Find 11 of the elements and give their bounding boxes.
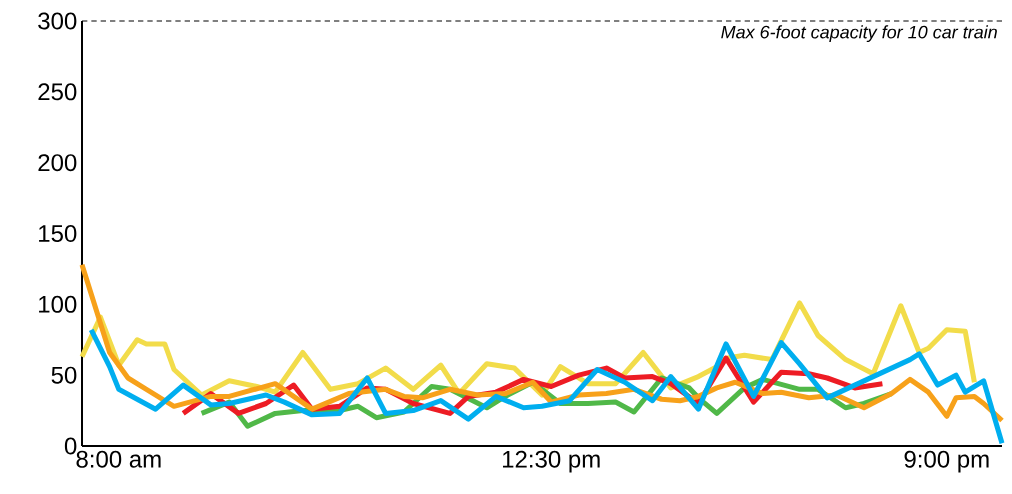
- y-tick-label: 300: [38, 12, 77, 30]
- y-tick-label: 0: [64, 437, 77, 455]
- x-tick-label: 9:00 pm: [904, 450, 989, 473]
- y-tick-label: 100: [39, 295, 77, 313]
- y-tick-label: 250: [38, 83, 77, 101]
- y-tick-label: 150: [39, 224, 77, 242]
- x-tick-label: 8:00 am: [76, 450, 161, 468]
- y-tick-label: 200: [38, 154, 77, 172]
- ref-line-label: Max 6-foot capacity for 10 car train: [721, 25, 997, 43]
- y-tick-label: 50: [51, 366, 77, 384]
- x-tick-label: 12:30 pm: [502, 450, 600, 473]
